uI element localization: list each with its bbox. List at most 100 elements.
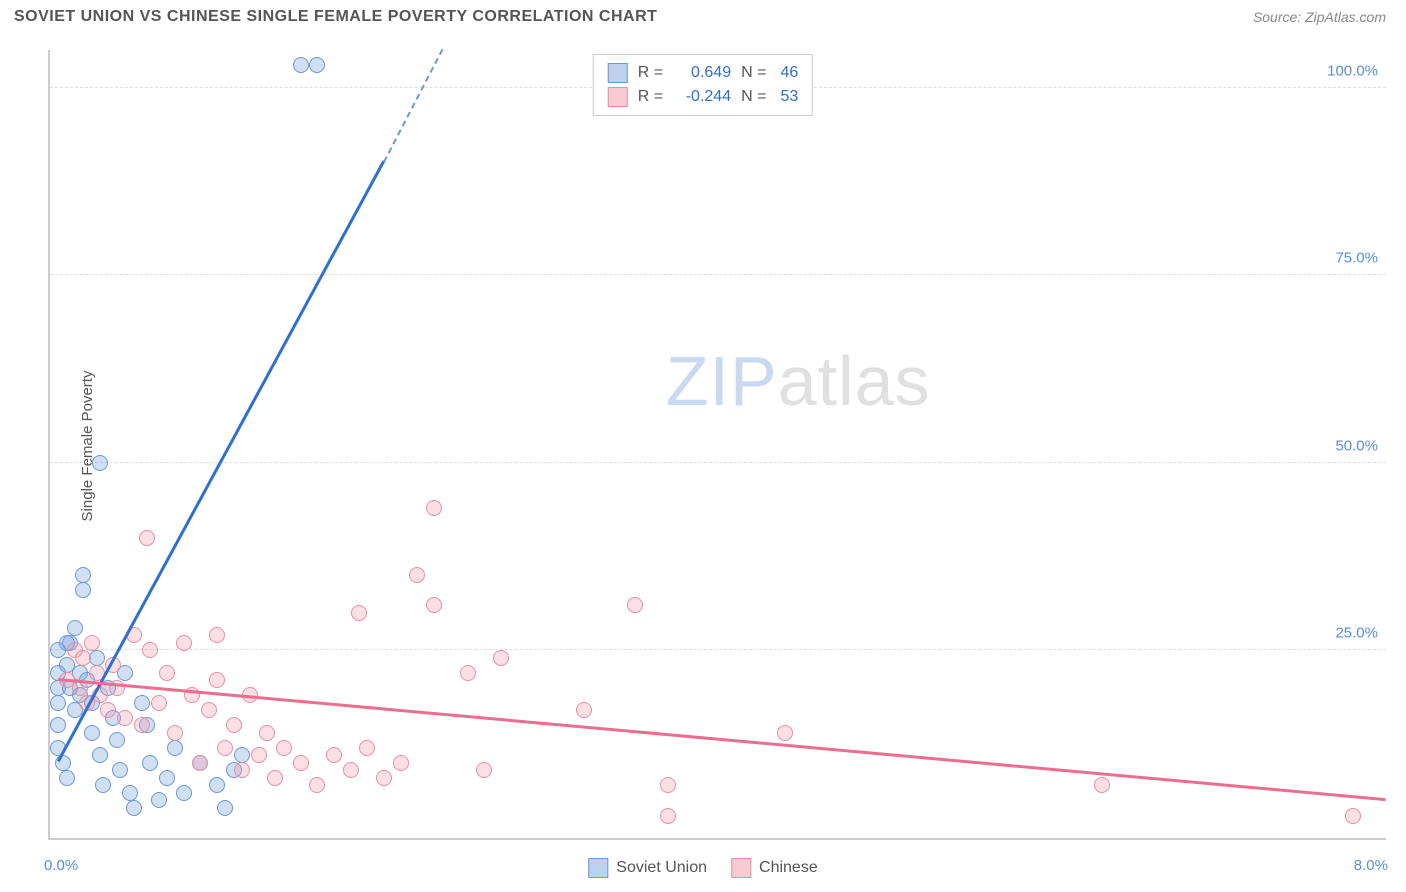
scatter-point	[293, 755, 309, 771]
scatter-point	[359, 740, 375, 756]
scatter-point	[1094, 777, 1110, 793]
scatter-point	[84, 635, 100, 651]
scatter-point	[142, 642, 158, 658]
scatter-chart: ZIPatlas 25.0% 50.0% 75.0% 100.0%	[48, 50, 1386, 840]
swatch-chinese-icon	[608, 87, 628, 107]
watermark: ZIPatlas	[666, 341, 931, 421]
scatter-point	[217, 740, 233, 756]
correlation-legend: R = 0.649 N = 46 R = -0.244 N = 53	[593, 54, 813, 116]
scatter-point	[109, 732, 125, 748]
n-label: N =	[741, 64, 766, 82]
scatter-point	[159, 770, 175, 786]
scatter-point	[142, 755, 158, 771]
scatter-point	[376, 770, 392, 786]
scatter-point	[176, 785, 192, 801]
scatter-point	[409, 567, 425, 583]
scatter-point	[351, 605, 367, 621]
source-attribution: Source: ZipAtlas.com	[1253, 9, 1386, 25]
r-value-chinese: -0.244	[673, 88, 731, 106]
y-tick-label: 50.0%	[1335, 437, 1378, 454]
scatter-point	[493, 650, 509, 666]
source-prefix: Source:	[1253, 9, 1305, 25]
gridline	[50, 274, 1386, 275]
scatter-point	[201, 702, 217, 718]
r-label: R =	[638, 88, 663, 106]
scatter-point	[95, 777, 111, 793]
gridline	[50, 649, 1386, 650]
scatter-point	[176, 635, 192, 651]
swatch-chinese-icon	[731, 858, 751, 878]
y-tick-label: 75.0%	[1335, 250, 1378, 267]
scatter-point	[251, 747, 267, 763]
scatter-point	[293, 57, 309, 73]
scatter-point	[276, 740, 292, 756]
scatter-point	[67, 620, 83, 636]
scatter-point	[100, 702, 116, 718]
scatter-point	[75, 650, 91, 666]
scatter-point	[343, 762, 359, 778]
legend-item-chinese: Chinese	[731, 858, 818, 878]
r-value-soviet: 0.649	[673, 64, 731, 82]
y-tick-label: 100.0%	[1327, 62, 1378, 79]
n-value-chinese: 53	[780, 88, 798, 106]
scatter-point	[209, 672, 225, 688]
trend-line	[58, 678, 1386, 801]
scatter-point	[476, 762, 492, 778]
scatter-point	[75, 582, 91, 598]
r-label: R =	[638, 64, 663, 82]
scatter-point	[75, 567, 91, 583]
source-name: ZipAtlas.com	[1305, 9, 1386, 25]
scatter-point	[309, 777, 325, 793]
gridline	[50, 462, 1386, 463]
n-label: N =	[741, 88, 766, 106]
scatter-point	[92, 455, 108, 471]
scatter-point	[92, 747, 108, 763]
scatter-point	[309, 57, 325, 73]
scatter-point	[209, 777, 225, 793]
trend-line	[383, 49, 443, 162]
y-tick-label: 25.0%	[1335, 625, 1378, 642]
legend-row-soviet: R = 0.649 N = 46	[608, 61, 798, 85]
scatter-point	[217, 800, 233, 816]
scatter-point	[50, 695, 66, 711]
swatch-soviet-icon	[588, 858, 608, 878]
scatter-point	[151, 792, 167, 808]
x-tick-max: 8.0%	[1354, 857, 1388, 874]
legend-label-chinese: Chinese	[759, 859, 818, 877]
scatter-point	[326, 747, 342, 763]
chart-title: SOVIET UNION VS CHINESE SINGLE FEMALE PO…	[14, 8, 657, 26]
scatter-point	[660, 777, 676, 793]
legend-item-soviet: Soviet Union	[588, 858, 707, 878]
scatter-point	[209, 627, 225, 643]
scatter-point	[660, 808, 676, 824]
legend-label-soviet: Soviet Union	[616, 859, 707, 877]
scatter-point	[134, 695, 150, 711]
swatch-soviet-icon	[608, 63, 628, 83]
scatter-point	[576, 702, 592, 718]
scatter-point	[167, 740, 183, 756]
scatter-point	[126, 800, 142, 816]
scatter-point	[151, 695, 167, 711]
scatter-point	[84, 725, 100, 741]
scatter-point	[50, 717, 66, 733]
scatter-point	[1345, 808, 1361, 824]
scatter-point	[112, 762, 128, 778]
scatter-point	[234, 762, 250, 778]
scatter-point	[134, 717, 150, 733]
scatter-point	[192, 755, 208, 771]
scatter-point	[460, 665, 476, 681]
scatter-point	[226, 717, 242, 733]
scatter-point	[426, 500, 442, 516]
series-legend: Soviet Union Chinese	[588, 858, 817, 878]
x-tick-min: 0.0%	[44, 857, 78, 874]
scatter-point	[777, 725, 793, 741]
scatter-point	[117, 710, 133, 726]
scatter-point	[267, 770, 283, 786]
scatter-point	[393, 755, 409, 771]
n-value-soviet: 46	[780, 64, 798, 82]
scatter-point	[159, 665, 175, 681]
scatter-point	[259, 725, 275, 741]
scatter-point	[122, 785, 138, 801]
scatter-point	[59, 770, 75, 786]
legend-row-chinese: R = -0.244 N = 53	[608, 85, 798, 109]
